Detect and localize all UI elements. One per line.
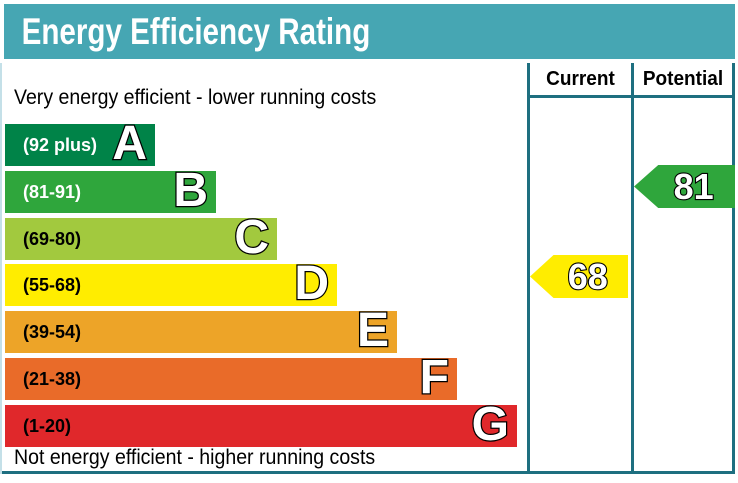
caption-very-efficient: Very energy efficient - lower running co… [14, 86, 377, 109]
band-letter: A [111, 117, 148, 171]
band-E: (39-54) E [5, 304, 397, 358]
potential-rating-arrow-value: 81 [672, 165, 714, 208]
band-range-label: (69-80) [23, 228, 82, 249]
chart-title: Energy Efficiency Rating [21, 10, 371, 52]
potential-column-left-border [631, 63, 634, 471]
table-bottom-border [2, 471, 735, 474]
band-D: (55-68) D [5, 257, 337, 311]
header-underline [527, 95, 735, 98]
band-range-label: (81-91) [23, 181, 82, 202]
band-range-label: (39-54) [23, 321, 82, 342]
potential-rating-arrow: 81 [634, 165, 735, 208]
current-column-header: Current [546, 68, 615, 90]
band-letter: D [293, 257, 330, 311]
band-letter: C [233, 211, 270, 265]
band-letter: E [356, 304, 391, 358]
band-A: (92 plus) A [5, 117, 155, 171]
current-rating-arrow: 68 [530, 255, 628, 298]
band-C: (69-80) C [5, 211, 277, 265]
current-rating-arrow-value: 68 [567, 255, 609, 298]
potential-column-header: Potential [642, 68, 724, 90]
band-letter: B [172, 164, 209, 218]
band-B: (81-91) B [5, 164, 216, 218]
band-range-label: (1-20) [23, 415, 72, 436]
table-right-border [732, 63, 735, 471]
band-range-label: (55-68) [23, 274, 82, 295]
band-range-label: (92 plus) [23, 134, 98, 155]
table-left-edge [0, 63, 2, 474]
band-letter: F [418, 351, 450, 405]
current-column-left-border [527, 63, 530, 471]
band-G: (1-20) G [5, 398, 517, 452]
band-range-label: (21-38) [23, 368, 82, 389]
chart-title-bar: Energy Efficiency Rating [4, 4, 735, 59]
band-F: (21-38) F [5, 351, 457, 405]
caption-not-efficient: Not energy efficient - higher running co… [14, 446, 376, 469]
band-letter: G [470, 398, 510, 452]
